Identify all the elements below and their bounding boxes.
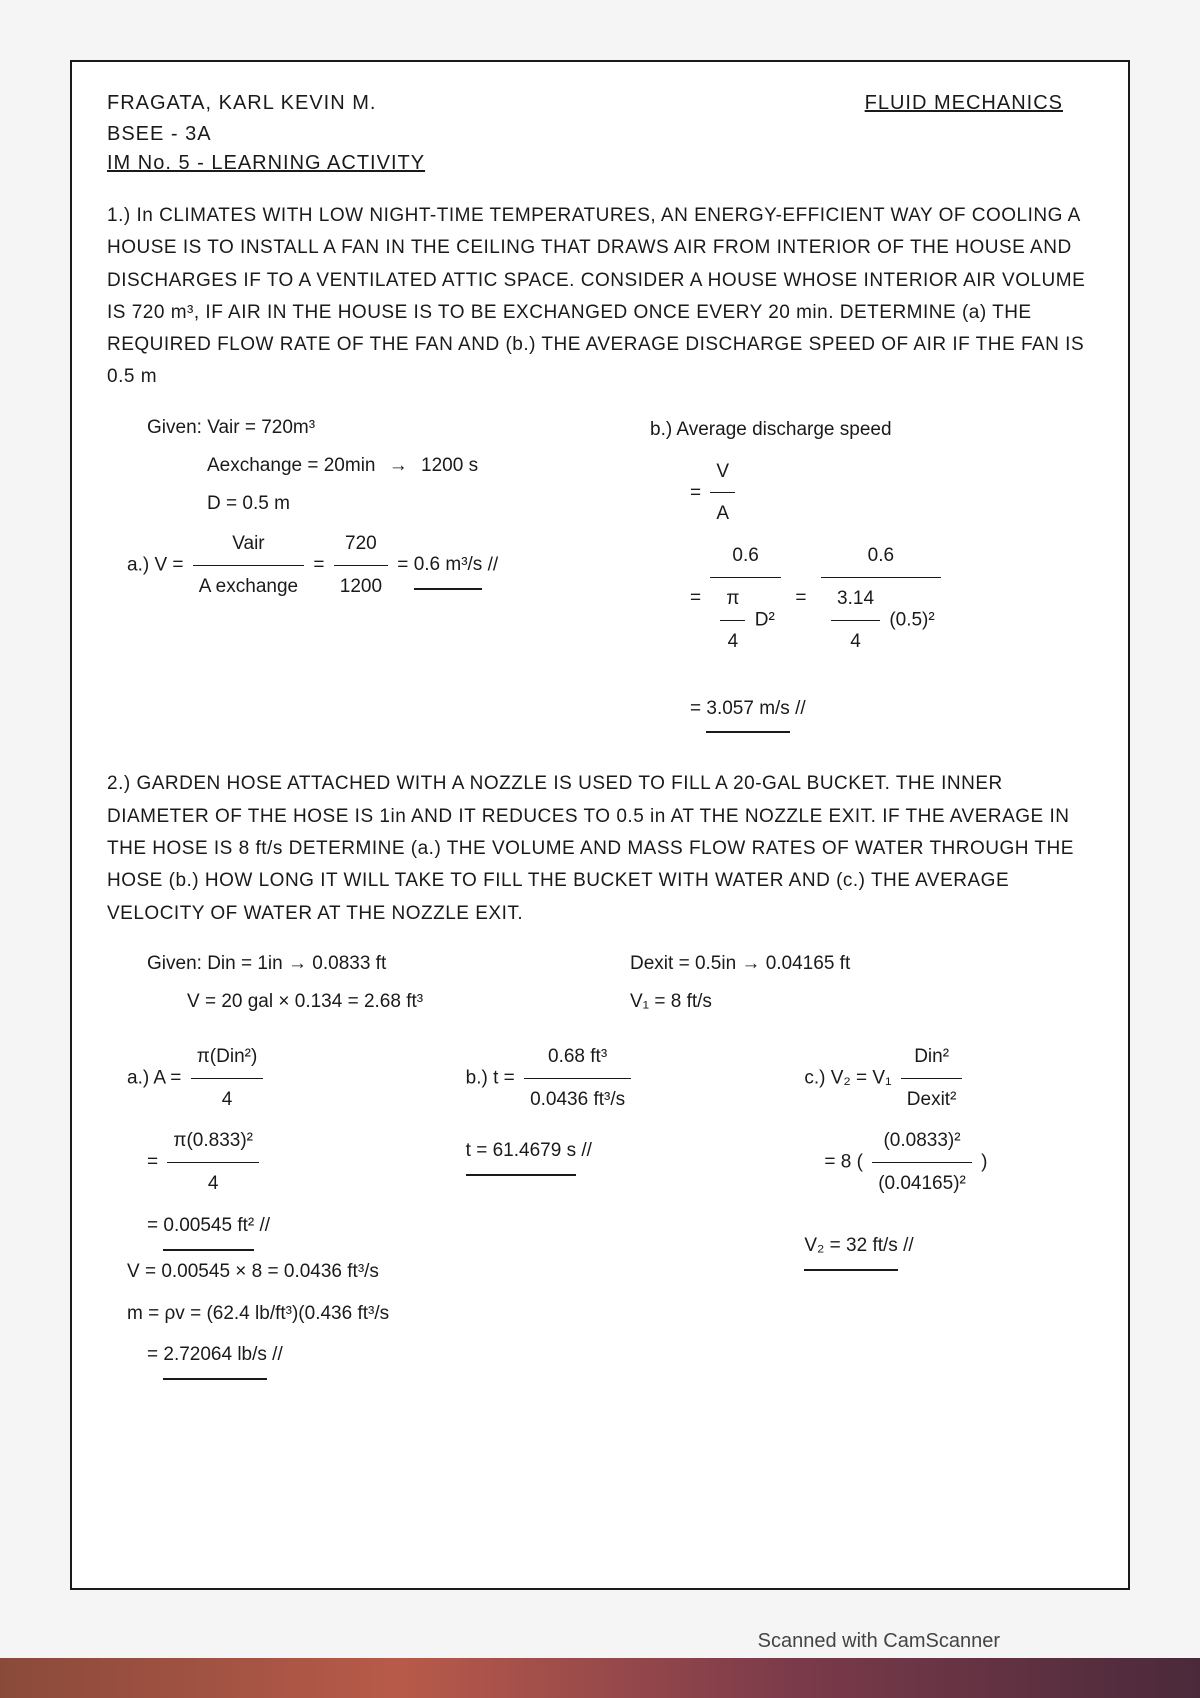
answer-a: 0.6 m³/s xyxy=(414,544,483,590)
fraction: (0.0833)² (0.04165)² xyxy=(872,1120,972,1205)
part-a-col: a.) A = π(Din²) 4 = π(0.833)² 4 = 0.0054… xyxy=(107,1036,416,1380)
problem-1: 1.) In CLIMATES WITH LOW NIGHT-TIME TEMP… xyxy=(107,200,1093,733)
page-bottom-edge xyxy=(0,1658,1200,1698)
problem-2-text: 2.) GARDEN HOSE ATTACHED WITH A NOZZLE I… xyxy=(107,768,1093,929)
problem-1-statement: In CLIMATES WITH LOW NIGHT-TIME TEMPERAT… xyxy=(107,205,1085,387)
part-c-v2: c.) V₂ = V₁ Din² Dexit² xyxy=(804,1036,1093,1121)
fraction: π 4 xyxy=(720,578,745,663)
page-container: FRAGATA, KARL KEVIN M. FLUID MECHANICS B… xyxy=(70,60,1130,1590)
header-row: FRAGATA, KARL KEVIN M. FLUID MECHANICS xyxy=(107,92,1093,115)
fraction: π(0.833)² 4 xyxy=(167,1120,259,1205)
problem-2-given: Given: Din = 1in → 0.0833 ft V = 20 gal … xyxy=(107,945,1093,1021)
problem-1-number: 1.) xyxy=(107,205,131,226)
fraction: π(Din²) 4 xyxy=(191,1036,264,1121)
fraction: 3.14 4 xyxy=(831,578,880,663)
problem-1-text: 1.) In CLIMATES WITH LOW NIGHT-TIME TEMP… xyxy=(107,200,1093,394)
part-b-col: b.) t = 0.68 ft³ 0.0436 ft³/s t = 61.467… xyxy=(446,1036,755,1380)
part-a-calc: a.) V = Vair A exchange = 720 1200 = 0.6… xyxy=(127,523,570,608)
given-col-2: Dexit = 0.5in → 0.04165 ft V₁ = 8 ft/s xyxy=(630,945,1093,1021)
problem-2-parts: a.) A = π(Din²) 4 = π(0.833)² 4 = 0.0054… xyxy=(107,1036,1093,1380)
arrow-icon: → xyxy=(389,447,408,485)
part-a-area: a.) A = π(Din²) 4 xyxy=(127,1036,416,1121)
fraction: V A xyxy=(710,451,735,536)
answer-t: t = 61.4679 s // xyxy=(466,1130,755,1176)
fraction: 720 1200 xyxy=(334,523,388,608)
problem-2: 2.) GARDEN HOSE ATTACHED WITH A NOZZLE I… xyxy=(107,768,1093,1380)
given-v: V = 20 gal × 0.134 = 2.68 ft³ xyxy=(187,983,570,1021)
subject-title: FLUID MECHANICS xyxy=(865,92,1063,115)
answer-area: = 0.00545 ft² // xyxy=(147,1205,416,1251)
problem-1-col-b: b.) Average discharge speed = V A = 0.6 xyxy=(630,409,1093,734)
fraction: Din² Dexit² xyxy=(901,1036,963,1121)
student-name: FRAGATA, KARL KEVIN M. xyxy=(107,92,376,115)
answer-v2: V₂ = 32 ft/s // xyxy=(804,1225,1093,1271)
section-code: BSEE - 3A xyxy=(107,123,1093,146)
part-b-t: b.) t = 0.68 ft³ 0.0436 ft³/s xyxy=(466,1036,755,1121)
given-v1: V₁ = 8 ft/s xyxy=(630,983,1093,1021)
problem-1-work: Given: Vair = 720m³ Aexchange = 20min → … xyxy=(107,409,1093,734)
aexchange-line: Aexchange = 20min → 1200 s xyxy=(207,447,570,485)
given-din: Given: Din = 1in → 0.0833 ft xyxy=(147,945,570,983)
fraction: 0.6 π 4 D² xyxy=(710,535,780,662)
given-label: Given: Vair = 720m³ xyxy=(147,409,570,447)
part-c-col: c.) V₂ = V₁ Din² Dexit² = 8 ( (0.0833)² … xyxy=(784,1036,1093,1380)
problem-2-number: 2.) xyxy=(107,773,131,794)
b-eq2: = 0.6 π 4 D² = 0.6 xyxy=(690,535,1093,662)
given-dexit: Dexit = 0.5in → 0.04165 ft xyxy=(630,945,1093,983)
b-eq1: = V A xyxy=(690,451,1093,536)
fraction: 0.68 ft³ 0.0436 ft³/s xyxy=(524,1036,631,1121)
part-a-area-2: = π(0.833)² 4 xyxy=(147,1120,416,1205)
answer-m: = 2.72064 lb/s // xyxy=(147,1334,416,1380)
scanner-footer: Scanned with CamScanner xyxy=(758,1630,1000,1653)
problem-2-statement: GARDEN HOSE ATTACHED WITH A NOZZLE IS US… xyxy=(107,773,1074,923)
fraction: Vair A exchange xyxy=(193,523,304,608)
activity-title: IM No. 5 - LEARNING ACTIVITY xyxy=(107,152,1093,175)
mflow-line: m = ρv = (62.4 lb/ft³)(0.436 ft³/s xyxy=(127,1293,416,1335)
fraction: 0.6 3.14 4 (0.5)² xyxy=(821,535,941,662)
answer-b-line: = 3.057 m/s // xyxy=(690,688,1093,734)
vflow-line: V = 0.00545 × 8 = 0.0436 ft³/s xyxy=(127,1251,416,1293)
part-b-label: b.) Average discharge speed xyxy=(650,409,1093,451)
answer-b: 3.057 m/s xyxy=(706,688,789,734)
part-c-v2-2: = 8 ( (0.0833)² (0.04165)² ) xyxy=(824,1120,1093,1205)
given-col-1: Given: Din = 1in → 0.0833 ft V = 20 gal … xyxy=(107,945,570,1021)
problem-1-col-a: Given: Vair = 720m³ Aexchange = 20min → … xyxy=(107,409,570,734)
d-line: D = 0.5 m xyxy=(207,485,570,523)
